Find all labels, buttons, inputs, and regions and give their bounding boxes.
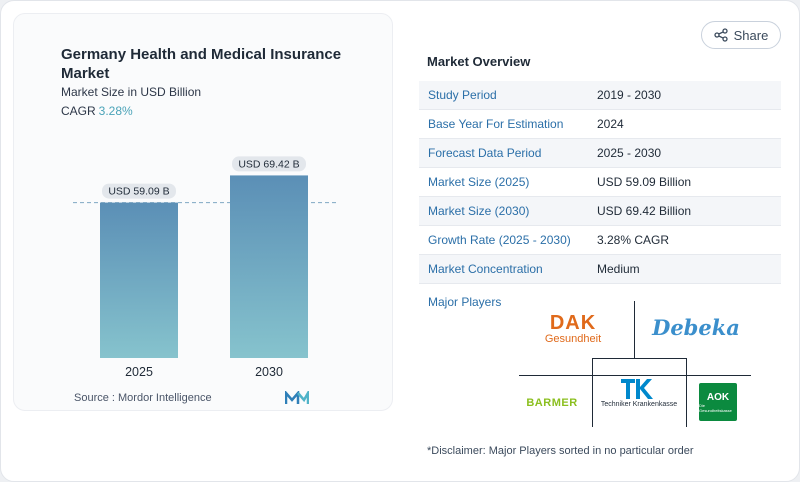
share-icon — [713, 28, 728, 42]
players-divider-mid — [592, 358, 687, 359]
barmer-logo: BARMER — [521, 393, 583, 413]
x-tick-label: 2030 — [255, 365, 283, 379]
tk-logo-mark-icon — [621, 379, 653, 399]
overview-value: USD 69.42 Billion — [597, 204, 692, 218]
x-tick-label: 2025 — [125, 365, 153, 379]
overview-row: Growth Rate (2025 - 2030) 3.28% CAGR — [419, 226, 781, 255]
bar-chart: USD 59.09 B 2025 USD 69.42 B 2030 — [73, 156, 339, 379]
overview-row: Market Size (2025) USD 59.09 Billion — [419, 168, 781, 197]
data-label: USD 59.09 B — [108, 186, 169, 198]
overview-value: 2024 — [597, 117, 624, 131]
chart-card — [13, 13, 393, 411]
players-divider-vertical-top — [634, 301, 635, 358]
dak-logo-top: DAK — [549, 312, 597, 334]
overview-row: Study Period 2019 - 2030 — [419, 81, 781, 110]
overview-key: Growth Rate (2025 - 2030) — [428, 233, 571, 247]
dak-logo: DAK Gesundheit — [541, 311, 605, 347]
cagr-line: CAGR 3.28% — [61, 104, 133, 118]
tk-logo: Techniker Krankenkasse — [595, 377, 683, 413]
disclaimer: *Disclaimer: Major Players sorted in no … — [427, 445, 694, 457]
overview-key: Market Size (2025) — [428, 175, 530, 189]
debeka-logo: Debeka — [652, 311, 740, 343]
overview-value: 3.28% CAGR — [597, 233, 670, 247]
share-button[interactable]: Share — [701, 21, 781, 49]
overview-title: Market Overview — [427, 54, 531, 69]
data-label-bg — [232, 156, 306, 172]
aok-logo-box: AOK Die Gesundheitskasse — [699, 383, 737, 421]
chart-title: Germany Health and Medical Insurance Mar… — [61, 46, 342, 82]
players-divider-vertical-left — [592, 358, 593, 427]
source-note: Source : Mordor Intelligence — [74, 392, 212, 404]
players-divider-horizontal — [519, 375, 751, 376]
data-label: USD 69.42 B — [238, 158, 299, 170]
overview-key: Forecast Data Period — [428, 146, 542, 160]
overview-value: Medium — [597, 262, 640, 276]
aok-logo-subtext: Die Gesundheitskasse — [699, 402, 732, 413]
cagr-label: CAGR — [61, 104, 96, 118]
cagr-value: 3.28% — [98, 104, 133, 118]
players-divider-vertical-right — [686, 358, 687, 427]
aok-logo: AOK Die Gesundheitskasse — [698, 382, 738, 422]
overview-value: 2025 - 2030 — [597, 146, 662, 160]
barmer-logo-text: BARMER — [526, 397, 578, 409]
overview-key: Market Concentration — [428, 262, 543, 276]
overview-value: 2019 - 2030 — [597, 88, 662, 102]
overview-row: Base Year For Estimation 2024 — [419, 110, 781, 139]
tk-logo-text: Techniker Krankenkasse — [600, 401, 678, 408]
share-label: Share — [733, 27, 769, 43]
bar-2030 — [230, 175, 308, 358]
overview-table: Study Period 2019 - 2030 Base Year For Es… — [419, 81, 781, 284]
overview-key: Market Size (2030) — [428, 204, 530, 218]
dak-logo-bottom: Gesundheit — [544, 333, 602, 345]
major-players-label: Major Players — [428, 295, 502, 309]
overview-value: USD 59.09 Billion — [597, 175, 692, 189]
data-label-bg — [102, 183, 176, 199]
overview-key: Study Period — [428, 88, 497, 102]
overview-row: Market Concentration Medium — [419, 255, 781, 284]
mordor-logo-icon — [285, 391, 309, 404]
chart-subtitle: Market Size in USD Billion — [61, 85, 202, 99]
overview-row: Market Size (2030) USD 69.42 Billion — [419, 197, 781, 226]
overview-row: Forecast Data Period 2025 - 2030 — [419, 139, 781, 168]
bar-2025 — [100, 202, 178, 358]
aok-logo-text: AOK — [706, 391, 730, 403]
debeka-logo-text: Debeka — [652, 314, 740, 340]
overview-key: Base Year For Estimation — [428, 117, 564, 131]
